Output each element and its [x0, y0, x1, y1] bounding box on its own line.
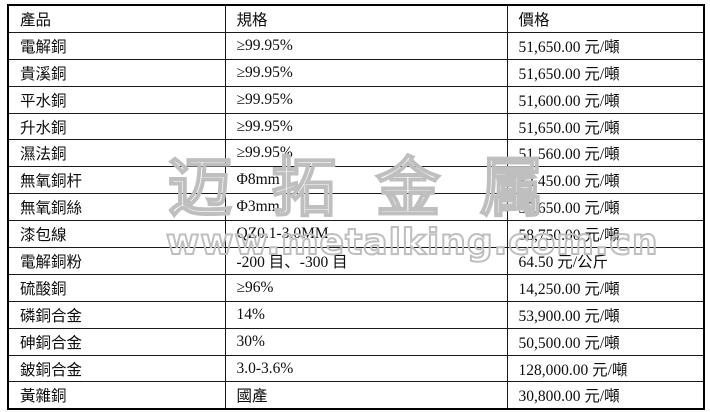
product-cell: 無氧銅杆 — [7, 166, 226, 195]
spec-cell: 3.0-3.6% — [224, 354, 508, 383]
table-row: 磷銅合金 14% 53,900.00 元/噸 — [7, 300, 705, 329]
table-row: 黃雜銅 國產 30,800.00 元/噸 — [7, 381, 705, 410]
table-row: 電解銅粉 -200 目、-300 目 64.50 元/公斤 — [7, 247, 705, 275]
product-cell: 無氧銅絲 — [7, 193, 226, 222]
spec-cell: QZ0.1-3.0MM — [224, 220, 508, 249]
product-cell: 黃雜銅 — [7, 381, 226, 410]
table-row: 漆包線 QZ0.1-3.0MM 58,750.00 元/噸 — [7, 220, 705, 249]
spec-cell: Φ8mm — [224, 166, 508, 195]
price-cell: 51,650.00 元/噸 — [506, 58, 705, 87]
table-row: 無氧銅杆 Φ8mm 52,450.00 元/噸 — [7, 166, 705, 195]
product-cell: 硫酸銅 — [7, 273, 226, 302]
spec-cell: ≥99.95% — [224, 112, 508, 141]
price-cell: 30,800.00 元/噸 — [506, 381, 705, 410]
spec-cell: 國產 — [224, 381, 508, 410]
price-cell: 51,600.00 元/噸 — [506, 85, 705, 114]
col-header-product: 產品 — [7, 4, 226, 33]
product-cell: 鈹銅合金 — [7, 354, 226, 383]
price-cell: 14,250.00 元/噸 — [506, 273, 705, 302]
product-cell: 砷銅合金 — [7, 327, 226, 356]
price-cell: 52,450.00 元/噸 — [506, 166, 705, 195]
spec-cell: ≥99.95% — [224, 85, 508, 114]
price-table: 產品 規格 價格 電解銅 ≥99.95% 51,650.00 元/噸 貴溪銅 ≥99.9… — [7, 4, 705, 411]
spec-cell: ≥99.95% — [224, 31, 508, 60]
product-cell: 電解銅 — [7, 31, 226, 60]
spec-cell: 14% — [224, 300, 508, 329]
product-cell: 平水銅 — [7, 85, 226, 114]
table-row: 電解銅 ≥99.95% 51,650.00 元/噸 — [7, 31, 705, 60]
table-row: 鈹銅合金 3.0-3.6% 128,000.00 元/噸 — [7, 354, 705, 383]
table-row: 貴溪銅 ≥99.95% 51,650.00 元/噸 — [7, 58, 705, 87]
table-header-row: 產品 規格 價格 — [7, 4, 705, 33]
spec-cell: -200 目、-300 目 — [224, 247, 508, 275]
product-cell: 電解銅粉 — [7, 247, 226, 275]
table-row: 平水銅 ≥99.95% 51,600.00 元/噸 — [7, 85, 705, 114]
spec-cell: ≥99.95% — [224, 58, 508, 87]
spec-cell: ≥99.95% — [224, 139, 508, 168]
spec-cell: ≥96% — [224, 273, 508, 302]
col-header-spec: 規格 — [224, 4, 508, 33]
price-cell: 51,560.00 元/噸 — [506, 139, 705, 168]
product-cell: 升水銅 — [7, 112, 226, 141]
price-cell: 58,750.00 元/噸 — [506, 220, 705, 249]
table-row: 硫酸銅 ≥96% 14,250.00 元/噸 — [7, 273, 705, 302]
col-header-price: 價格 — [506, 4, 705, 33]
spec-cell: Φ3mm — [224, 193, 508, 222]
table-row: 升水銅 ≥99.95% 51,650.00 元/噸 — [7, 112, 705, 141]
spec-cell: 30% — [224, 327, 508, 356]
price-cell: 51,650.00 元/噸 — [506, 112, 705, 141]
price-cell: 51,650.00 元/噸 — [506, 31, 705, 60]
product-cell: 磷銅合金 — [7, 300, 226, 329]
price-cell: 52,650.00 元/噸 — [506, 193, 705, 222]
table-row: 砷銅合金 30% 50,500.00 元/噸 — [7, 327, 705, 356]
price-cell: 50,500.00 元/噸 — [506, 327, 705, 356]
product-cell: 貴溪銅 — [7, 58, 226, 87]
table-row: 無氧銅絲 Φ3mm 52,650.00 元/噸 — [7, 193, 705, 222]
price-table-body: 電解銅 ≥99.95% 51,650.00 元/噸 貴溪銅 ≥99.95% 51,650.… — [7, 31, 705, 410]
table-row: 濕法銅 ≥99.95% 51,560.00 元/噸 — [7, 139, 705, 168]
price-cell: 64.50 元/公斤 — [506, 247, 705, 275]
price-cell: 128,000.00 元/噸 — [506, 354, 705, 383]
product-cell: 漆包線 — [7, 220, 226, 249]
product-cell: 濕法銅 — [7, 139, 226, 168]
price-cell: 53,900.00 元/噸 — [506, 300, 705, 329]
